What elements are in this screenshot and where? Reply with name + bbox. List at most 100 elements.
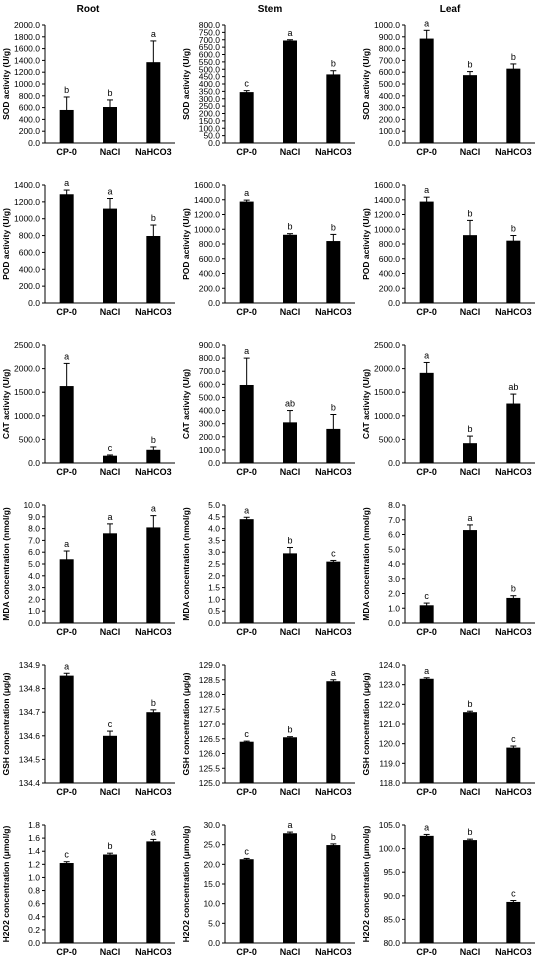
y-tick-label: 2.0 [28,594,40,604]
y-tick-label: 0.0 [28,938,40,948]
y-axis-label: CAT activity (U/g) [361,369,371,439]
y-tick-label: 300.0 [199,94,221,104]
y-tick-label: 127.0 [199,719,221,729]
bar-CP-0 [239,859,254,943]
y-tick-label: 500.0 [379,79,401,89]
chart-panel-16: 0.0 5.0 10.0 15.0 20.0 25.0 30.0 H2O2 concentra… [181,820,355,957]
bar-NaHCO3 [506,597,521,623]
y-tick-label: 200.0 [379,283,401,293]
x-tick-label: NaHCO3 [135,627,172,637]
x-tick-label: CP-0 [416,467,437,477]
significance-letter: b [467,60,472,70]
y-tick-label: 2.5 [208,559,220,569]
y-tick-label: 400.0 [199,269,221,279]
column-title-root: Root [76,4,100,15]
y-tick-label: 900.0 [199,340,221,350]
bar-NaCl [103,735,117,783]
x-tick-label: CP-0 [416,147,437,157]
y-axis-label: GSH concentration (μg/g) [1,672,11,775]
chart-panel-17: 80.0 85.0 90.0 95.0 100.0 105.0 H2O2 concentra… [361,820,535,957]
y-tick-label: 600.0 [19,103,41,113]
significance-letter: b [331,222,336,232]
y-tick-label: 5.0 [208,500,220,510]
y-tick-label: 1000.0 [14,79,40,89]
x-tick-label: CP-0 [56,307,77,317]
bar-CP-0 [419,605,434,623]
x-tick-label: NaHCO3 [315,147,352,157]
x-tick-label: NaCl [100,627,121,637]
y-tick-label: 300.0 [199,419,221,429]
y-tick-label: 128.5 [199,675,221,685]
significance-letter: a [287,28,292,38]
bar-NaHCO3 [506,68,521,143]
significance-letter: b [151,213,156,223]
y-axis-label: CAT activity (U/g) [1,369,11,439]
bar-NaCl [103,533,117,623]
chart-panel-7: 0.0 100.0 200.0 300.0 400.0 500.0 600.0 700.0 80… [181,340,355,477]
y-tick-label: 1.0 [28,872,40,882]
bar-NaHCO3 [326,681,341,783]
y-tick-label: 150.0 [199,116,221,126]
significance-letter: a [151,29,156,39]
column-title-leaf: Leaf [439,4,461,15]
y-tick-label: 1000.0 [374,20,400,30]
bar-NaHCO3 [146,449,161,463]
y-tick-label: 4.0 [388,559,400,569]
y-tick-label: 1000.0 [374,224,400,234]
y-tick-label: 1.0 [28,606,40,616]
significance-letter: a [244,188,249,198]
significance-letter: c [511,734,516,744]
y-axis-label: SOD activity (U/g) [181,48,191,120]
x-tick-label: NaCl [280,947,301,957]
x-tick-label: NaHCO3 [135,307,172,317]
x-tick-label: CP-0 [56,947,77,957]
significance-letter: a [151,504,156,514]
y-tick-label: 122.0 [379,699,401,709]
chart-panel-11: 0.0 1.0 2.0 3.0 4.0 5.0 6.0 7.0 8.0 MDA concentra… [361,500,535,637]
y-tick-label: 134.6 [19,731,41,741]
y-tick-label: 0.4 [28,912,40,922]
y-tick-label: 200.0 [379,114,401,124]
y-tick-label: 80.0 [383,938,400,948]
x-tick-label: NaCl [280,307,301,317]
bar-NaCl [283,422,297,463]
y-tick-label: 1400.0 [14,55,40,65]
y-tick-label: 200.0 [199,283,221,293]
y-tick-label: 5.0 [388,544,400,554]
bar-CP-0 [239,741,254,783]
y-tick-label: 134.7 [19,707,41,717]
y-tick-label: 7.0 [388,515,400,525]
y-tick-label: 400.0 [379,269,401,279]
y-axis-label: POD activity (U/g) [181,208,191,280]
y-tick-label: 1400.0 [194,195,220,205]
bar-CP-0 [239,519,254,623]
y-axis-label: GSH concentration (μg/g) [361,672,371,775]
bar-CP-0 [239,384,254,463]
bar-CP-0 [239,201,254,303]
bar-NaCl [463,530,477,623]
y-tick-label: 0.5 [208,606,220,616]
y-tick-label: 90.0 [383,891,400,901]
y-tick-label: 0.0 [208,938,220,948]
y-tick-label: 200.0 [199,109,221,119]
x-tick-label: NaHCO3 [495,467,532,477]
y-tick-label: 134.5 [19,754,41,764]
y-tick-label: 1000.0 [374,411,400,421]
bar-NaCl [463,712,477,783]
y-tick-label: 1400.0 [374,195,400,205]
significance-letter: a [424,185,429,195]
x-tick-label: NaCl [100,307,121,317]
y-tick-label: 100.0 [199,123,221,133]
y-tick-label: 6.0 [28,547,40,557]
significance-letter: b [151,435,156,445]
y-tick-label: 129.0 [199,660,221,670]
bar-NaCl [283,553,297,623]
significance-letter: a [424,822,429,832]
x-tick-label: NaCl [280,147,301,157]
y-tick-label: 3.0 [208,547,220,557]
bar-CP-0 [419,38,434,143]
y-tick-label: 300.0 [379,103,401,113]
y-tick-label: 8.0 [388,500,400,510]
bar-NaHCO3 [326,845,341,943]
